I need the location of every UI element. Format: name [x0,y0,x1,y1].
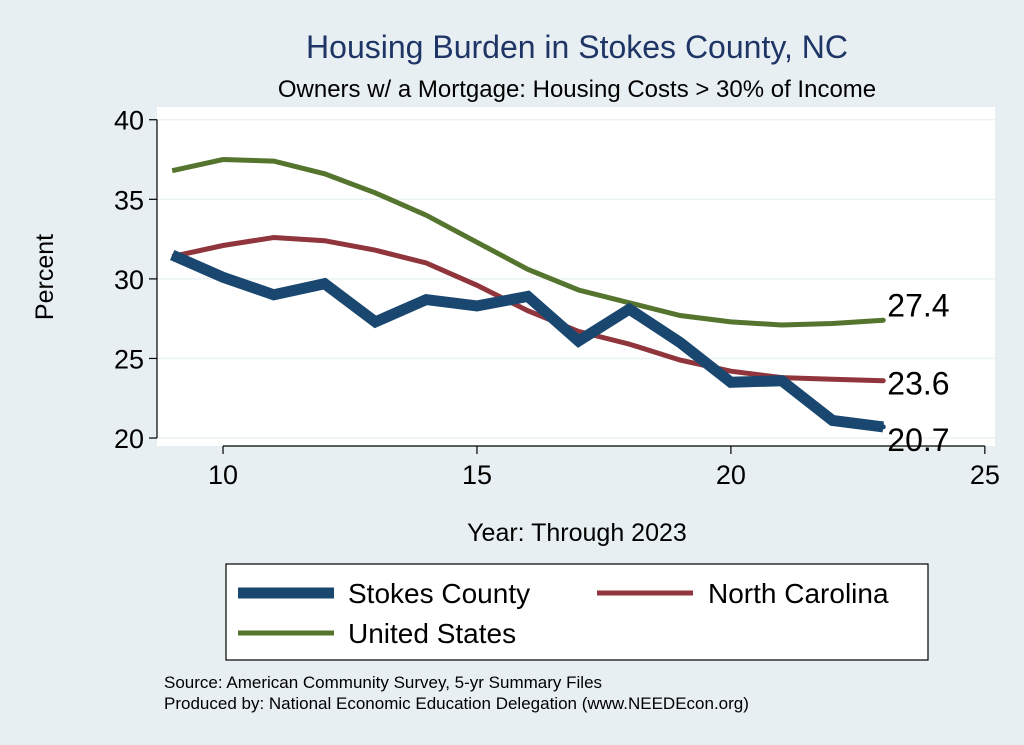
y-tick-label-25: 25 [114,344,144,374]
x-axis-title: Year: Through 2023 [467,519,687,547]
x-tick-label-25: 25 [970,460,1000,490]
legend-label-north-carolina: North Carolina [708,578,889,609]
series-line-north-carolina [171,234,884,384]
y-tick-label-40: 40 [114,106,144,136]
chart-title: Housing Burden in Stokes County, NC [306,29,848,65]
end-labels: 20.7 23.6 27.4 [887,287,949,458]
legend-label-stokes-county: Stokes County [348,578,530,609]
end-label-stokes-county: 20.7 [887,422,949,458]
y-tick-label-35: 35 [114,185,144,215]
x-tick-label-15: 15 [462,460,492,490]
series-endpoint-north-carolina [880,378,886,384]
series-line-stokes-county [169,249,884,433]
axes: 20 25 30 35 40 10 15 20 25 [114,106,1000,490]
gridlines [157,119,995,439]
end-label-united-states: 27.4 [887,287,949,323]
y-tick-label-30: 30 [114,265,144,295]
legend: Stokes County North Carolina United Stat… [225,563,929,661]
source-note: Source: American Community Survey, 5-yr … [164,673,602,692]
plot-area [157,107,995,446]
x-tick-label-10: 10 [208,460,238,490]
series-endpoint-stokes-county [880,424,886,430]
producer-note: Produced by: National Economic Education… [164,694,749,713]
end-label-north-carolina: 23.6 [887,366,949,402]
chart-subtitle: Owners w/ a Mortgage: Housing Costs > 30… [278,76,876,103]
y-axis-title: Percent [31,234,59,320]
legend-label-united-states: United States [348,618,516,649]
series-line-united-states [171,156,884,328]
series-endpoint-united-states [880,317,886,323]
series-layer [169,156,886,433]
x-tick-label-20: 20 [716,460,746,490]
legend-box [225,563,929,661]
y-tick-label-20: 20 [114,424,144,454]
